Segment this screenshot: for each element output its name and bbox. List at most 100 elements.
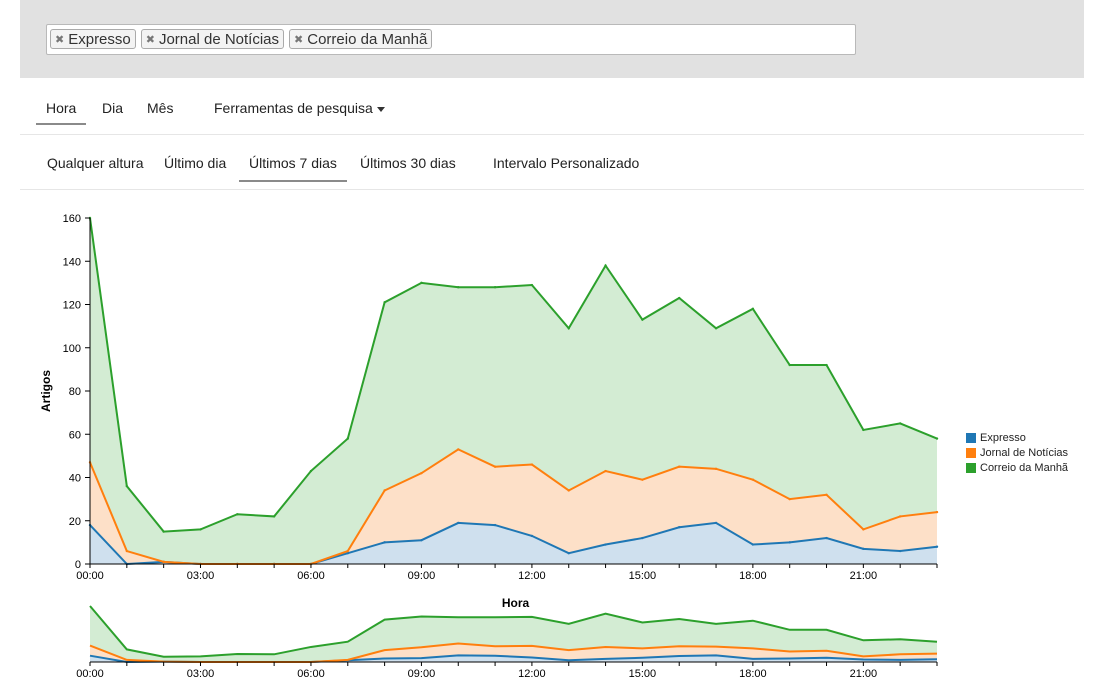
data-point [125,549,129,553]
data-point [199,528,202,531]
data-point [567,551,570,555]
data-point [420,539,423,542]
main-area-fill [90,449,937,564]
y-tick-label: 60 [69,429,81,441]
data-point [604,543,607,546]
remove-tag-icon[interactable]: ✖ [145,33,155,46]
y-tick-label: 0 [75,559,81,571]
divider [20,134,1084,135]
data-point [825,536,828,540]
overview-x-tick-label: 15:00 [629,668,657,680]
data-point [420,281,423,285]
data-point [825,363,828,367]
remove-tag-icon[interactable]: ✖ [55,33,65,46]
data-point [383,541,386,544]
overview-series-line [89,605,938,658]
y-tick-label: 160 [63,213,81,225]
legend-swatch [966,432,976,443]
data-point [420,471,423,475]
data-point [714,467,718,471]
overview-x-tick-label: 00:00 [76,668,104,680]
filter-last-30-days[interactable]: Últimos 30 dias [360,155,456,171]
legend-item[interactable]: Expresso [966,430,1068,445]
x-tick-label: 18:00 [739,570,767,582]
data-point [751,543,755,546]
data-point [678,296,681,300]
legend-item[interactable]: Jornal de Notícias [966,445,1068,460]
data-point [125,484,129,488]
search-tools-label: Ferramentas de pesquisa [214,100,373,116]
x-tick-label: 21:00 [850,570,878,582]
tag-correio-da-manha: ✖ Correio da Manhã [289,29,433,49]
x-tick-label: 15:00 [629,570,657,582]
data-point [493,286,497,289]
chart-legend: Expresso Jornal de Notícias Correio da Man… [966,430,1068,475]
legend-label: Jornal de Notícias [980,446,1069,459]
filter-last-7-days[interactable]: Últimos 7 dias [239,155,347,182]
data-point [530,283,534,287]
data-point [862,528,865,531]
y-tick-label: 80 [69,386,81,398]
overview-x-tick-label: 12:00 [518,668,546,680]
data-point [493,465,497,468]
tab-mes[interactable]: Mês [147,100,174,116]
legend-swatch [966,447,976,458]
remove-tag-icon[interactable]: ✖ [294,33,304,46]
filter-last-day[interactable]: Último dia [164,155,227,171]
data-point [309,469,313,473]
tag-label: Correio da Manhã [307,30,428,48]
data-point [530,534,534,538]
overview-area-fill [90,643,937,662]
data-point [898,549,902,553]
data-point [678,526,681,529]
data-point [383,301,386,304]
tag-search-input[interactable]: ✖ Expresso ✖ Jornal de Notícias ✖ Correi… [46,24,856,55]
data-point [346,549,349,553]
data-point [714,521,718,525]
data-point [346,551,349,555]
data-point [935,510,939,514]
data-point [567,489,570,492]
data-point [898,515,902,518]
y-tick-label: 120 [63,300,81,312]
data-point [751,478,755,481]
filter-custom-range[interactable]: Intervalo Personalizado [493,155,640,171]
x-tick-label: 00:00 [76,570,104,582]
x-axis-label: Hora [502,596,530,610]
tag-label: Jornal de Notícias [158,30,280,48]
data-point [457,286,460,289]
data-point [862,428,865,432]
overview-x-tick-label: 09:00 [408,668,436,680]
caret-down-icon [376,106,385,112]
data-point [567,327,570,330]
tab-dia[interactable]: Dia [102,100,124,116]
legend-swatch [966,462,976,473]
data-point [825,493,828,496]
data-point [346,437,349,440]
search-tools-dropdown[interactable]: Ferramentas de pesquisa [214,100,385,116]
data-point [493,523,497,527]
data-point [641,536,644,540]
y-tick-label: 40 [69,473,81,485]
overview-area-fill [90,606,937,662]
data-point [530,463,534,466]
data-point [862,547,865,551]
main-series-line [89,217,938,533]
y-tick-label: 140 [63,256,81,268]
tab-hora[interactable]: Hora [36,100,87,125]
data-point [935,545,939,548]
data-point [714,327,718,330]
legend-label: Expresso [980,431,1026,444]
data-point [788,497,791,501]
x-tick-label: 03:00 [187,570,215,582]
legend-label: Correio da Manhã [980,461,1069,474]
data-point [604,264,607,267]
legend-item[interactable]: Correio da Manhã [966,460,1068,475]
filter-any-time[interactable]: Qualquer altura [47,155,144,171]
data-point [788,541,791,544]
tag-expresso: ✖ Expresso [50,29,136,49]
main-area-fill [90,522,937,564]
data-point [935,437,939,440]
data-point [236,513,239,516]
y-tick-label: 20 [69,516,81,528]
